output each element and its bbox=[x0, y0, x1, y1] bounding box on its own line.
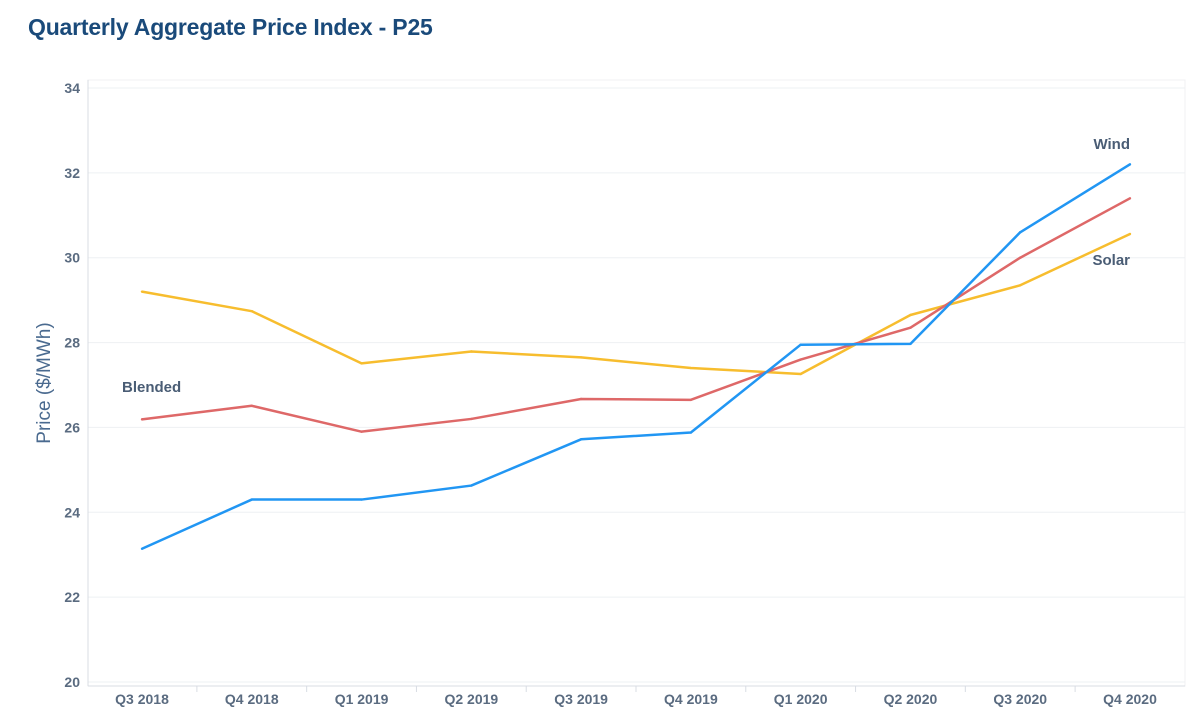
x-tick-label: Q3 2019 bbox=[554, 691, 608, 707]
data-point-solar bbox=[250, 309, 253, 313]
data-point-solar bbox=[140, 290, 144, 293]
y-tick-label: 24 bbox=[64, 504, 80, 520]
data-point-blended bbox=[799, 358, 802, 361]
data-point-solar bbox=[799, 372, 802, 376]
y-tick-label: 26 bbox=[64, 419, 80, 435]
y-tick-label: 28 bbox=[64, 335, 80, 351]
x-tick-label: Q4 2019 bbox=[664, 691, 718, 707]
x-tick-label: Q2 2019 bbox=[444, 691, 498, 707]
data-point-wind bbox=[470, 484, 473, 487]
data-point-solar bbox=[689, 366, 693, 370]
y-tick-label: 30 bbox=[64, 250, 80, 266]
data-point-wind bbox=[250, 498, 253, 501]
data-point-solar bbox=[360, 362, 363, 365]
x-tick-label: Q2 2020 bbox=[884, 691, 938, 707]
chart-title: Quarterly Aggregate Price Index - P25 bbox=[28, 14, 433, 40]
x-tick-label: Q1 2019 bbox=[335, 691, 389, 707]
series-line-solar bbox=[141, 232, 1131, 376]
data-point-solar bbox=[1128, 232, 1132, 236]
data-point-wind bbox=[1128, 163, 1132, 166]
data-point-blended bbox=[1019, 256, 1022, 259]
data-point-blended bbox=[1128, 197, 1132, 200]
y-tick-label: 34 bbox=[64, 80, 80, 96]
data-point-blended bbox=[689, 398, 693, 402]
x-tick-label: Q4 2020 bbox=[1103, 691, 1157, 707]
data-point-blended bbox=[470, 417, 473, 421]
x-tick-label: Q3 2018 bbox=[115, 691, 169, 707]
data-point-wind bbox=[909, 342, 912, 346]
series-label-wind: Wind bbox=[1093, 136, 1130, 153]
data-point-wind bbox=[689, 431, 693, 434]
x-tick-label: Q4 2018 bbox=[225, 691, 279, 707]
x-tick-label: Q1 2020 bbox=[774, 691, 828, 707]
data-point-blended bbox=[579, 397, 583, 401]
plot-area bbox=[87, 79, 1186, 687]
series-label-blended: Blended bbox=[122, 379, 181, 396]
y-axis-label: Price ($/MWh) bbox=[34, 322, 55, 443]
data-point-wind bbox=[799, 343, 802, 346]
series-label-solar: Solar bbox=[1092, 252, 1130, 269]
data-point-wind bbox=[1019, 231, 1022, 234]
y-tick-label: 20 bbox=[64, 674, 80, 690]
series-line-blended bbox=[141, 197, 1131, 433]
data-point-wind bbox=[579, 438, 583, 441]
data-point-solar bbox=[1019, 284, 1022, 287]
data-point-blended bbox=[360, 430, 363, 433]
data-point-wind bbox=[360, 498, 363, 501]
x-tick-label: Q3 2020 bbox=[993, 691, 1047, 707]
data-point-blended bbox=[140, 418, 144, 421]
data-point-wind bbox=[140, 547, 144, 550]
data-point-blended bbox=[250, 404, 253, 407]
series-line-wind bbox=[141, 163, 1131, 550]
data-point-solar bbox=[470, 350, 473, 353]
data-point-solar bbox=[579, 356, 583, 359]
y-tick-label: 32 bbox=[64, 165, 80, 181]
data-point-solar bbox=[909, 313, 912, 317]
y-tick-label: 22 bbox=[64, 589, 80, 605]
data-point-blended bbox=[909, 326, 912, 329]
